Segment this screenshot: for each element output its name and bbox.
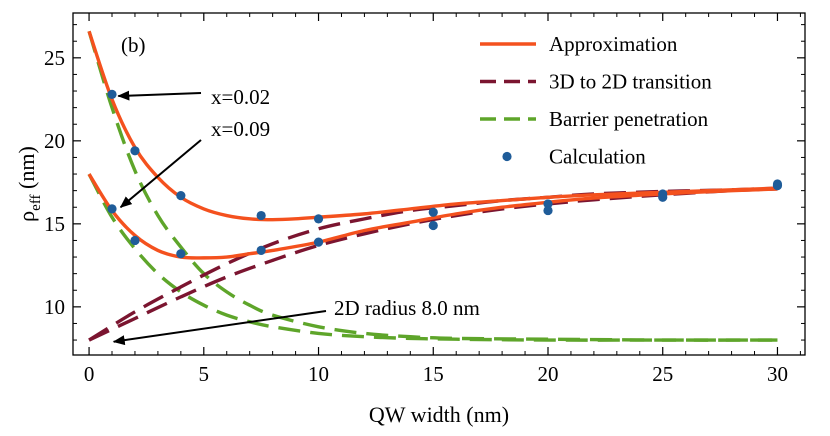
calculation-point <box>543 205 553 216</box>
calculation-point <box>658 192 668 202</box>
y-tick-label: 15 <box>44 212 65 236</box>
y-tick-label: 20 <box>44 129 65 153</box>
calculation-point <box>543 199 553 209</box>
x-tick-label: 0 <box>84 362 95 386</box>
x-tick-label: 10 <box>308 362 329 386</box>
panel-label: (b) <box>121 33 146 57</box>
annotation-label: x=0.02 <box>211 85 270 109</box>
calculation-point <box>107 89 117 99</box>
x-axis-title: QW width (nm) <box>369 402 509 427</box>
annotation-arrow <box>112 310 327 346</box>
barrier-line-x009 <box>87 173 778 342</box>
annotation-label: x=0.09 <box>211 117 270 141</box>
x-tick-label: 20 <box>537 362 558 386</box>
approximation-line-x002 <box>87 30 778 222</box>
x-tick-label: 5 <box>199 362 210 386</box>
calculation-point <box>130 146 140 156</box>
legend-label-approximation: Approximation <box>549 32 678 56</box>
annotation-arrow <box>117 90 202 101</box>
y-axis-title-unit: (nm) <box>14 146 39 194</box>
calculation-point <box>256 210 266 221</box>
calculation-point <box>130 235 140 246</box>
legend-label-transition: 3D to 2D transition <box>549 70 712 94</box>
x-tick-label: 15 <box>423 362 444 386</box>
calculation-point <box>176 191 186 201</box>
legend-marker-calculation <box>502 151 512 162</box>
y-tick-label: 10 <box>44 295 65 319</box>
calculation-point <box>107 204 117 214</box>
legend-label-barrier: Barrier penetration <box>549 107 709 131</box>
calculation-point <box>256 245 266 256</box>
calculation-point <box>428 207 438 217</box>
x-tick-label: 30 <box>767 362 788 386</box>
calculation-point <box>313 214 324 224</box>
y-axis-title-subscript: eff <box>28 194 44 210</box>
annotation-arrow <box>119 139 202 209</box>
y-axis-title: ρeff (nm) <box>14 146 44 222</box>
x-tick-label: 25 <box>652 362 673 386</box>
y-axis-title-symbol: ρ <box>14 211 39 222</box>
y-tick-label: 25 <box>44 46 65 70</box>
calculation-point <box>313 237 324 247</box>
legend-label-calculation: Calculation <box>549 145 646 169</box>
calculation-point <box>428 220 438 231</box>
calculation-point <box>772 181 783 191</box>
plot-frame <box>72 12 806 356</box>
calculation-point <box>176 249 186 259</box>
annotation-label: 2D radius 8.0 nm <box>334 296 480 320</box>
